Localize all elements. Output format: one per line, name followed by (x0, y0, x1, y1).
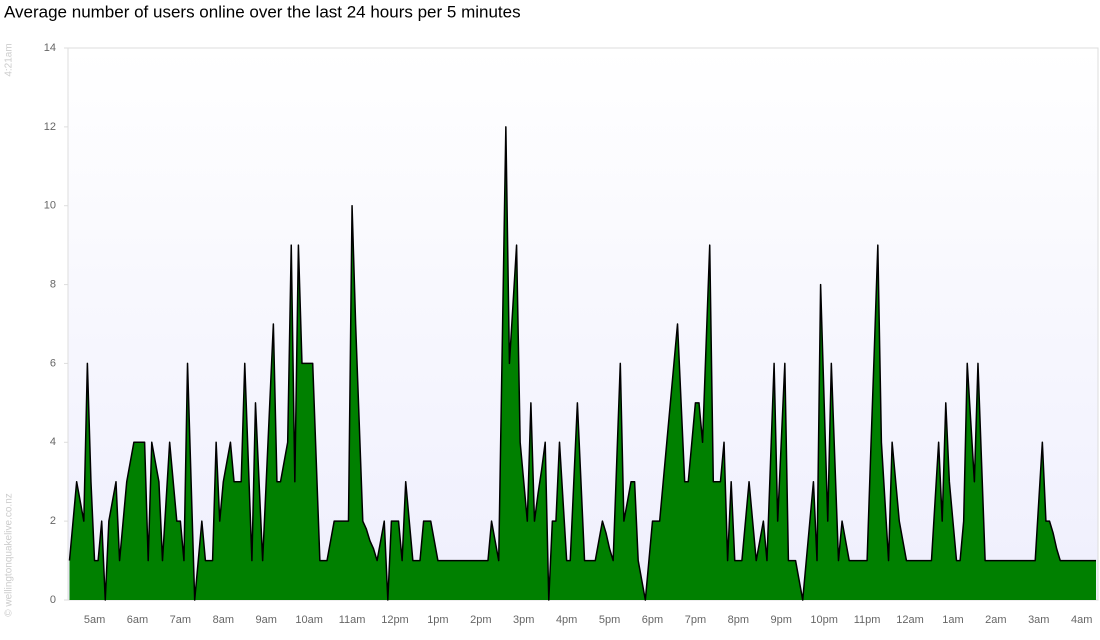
y-tick-label: 0 (50, 594, 56, 606)
line (68, 126, 1096, 601)
x-tick-label: 4am (1071, 614, 1092, 626)
chart-title: Average number of users online over the … (4, 2, 521, 21)
x-tick-label: 1am (942, 614, 963, 626)
x-tick-label: 1pm (427, 614, 448, 626)
x-tick-label: 10pm (810, 614, 838, 626)
x-tick-label: 12pm (381, 614, 409, 626)
y-tick-label: 10 (44, 200, 56, 212)
x-tick-label: 3pm (513, 614, 534, 626)
x-tick-label: 6pm (642, 614, 663, 626)
x-tick-label: 8pm (728, 614, 749, 626)
y-tick-label: 12 (44, 121, 56, 133)
credit: © wellingtonquakelive.co.nz (4, 493, 15, 617)
x-tick-label: 4pm (556, 614, 577, 626)
y-tick-label: 14 (44, 42, 56, 54)
x-tick-label: 11pm (854, 614, 881, 626)
x-tick-label: 8am (213, 614, 234, 626)
x-tick-label: 7am (170, 614, 191, 626)
x-tick-label: 2am (985, 614, 1006, 626)
x-tick-label: 5am (84, 614, 105, 626)
x-tick-label: 5pm (599, 614, 620, 626)
x-tick-label: 9pm (771, 614, 792, 626)
y-tick-label: 4 (50, 436, 56, 448)
x-tick-label: 9am (256, 614, 277, 626)
y-tick-label: 8 (50, 278, 56, 290)
x-tick-label: 10am (295, 614, 323, 626)
timestamp: 4:21am (4, 43, 15, 76)
x-tick-label: 2pm (470, 614, 491, 626)
x-tick-label: 6am (127, 614, 148, 626)
x-tick-label: 3am (1028, 614, 1049, 626)
x-tick-label: 7pm (685, 614, 706, 626)
y-tick-label: 2 (50, 515, 56, 527)
x-tick-label: 11am (339, 614, 366, 626)
area (69, 126, 1096, 601)
y-tick-label: 6 (50, 357, 56, 369)
x-tick-label: 12am (896, 614, 924, 626)
